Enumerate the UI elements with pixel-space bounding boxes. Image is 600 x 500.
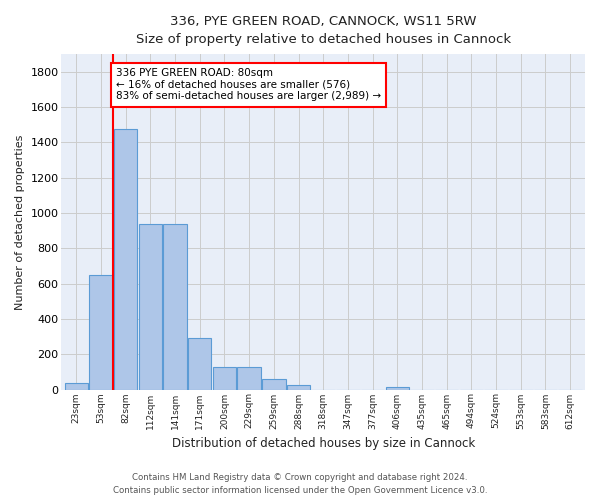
Bar [89, 275, 113, 390]
Y-axis label: Number of detached properties: Number of detached properties [15, 134, 25, 310]
Bar [65, 383, 88, 390]
Bar [287, 385, 310, 390]
Bar [139, 224, 162, 390]
Bar [262, 379, 286, 390]
Bar [213, 368, 236, 390]
Bar [188, 338, 211, 390]
Bar [386, 387, 409, 390]
Title: 336, PYE GREEN ROAD, CANNOCK, WS11 5RW
Size of property relative to detached hou: 336, PYE GREEN ROAD, CANNOCK, WS11 5RW S… [136, 15, 511, 46]
Bar [114, 129, 137, 390]
Text: 336 PYE GREEN ROAD: 80sqm
← 16% of detached houses are smaller (576)
83% of semi: 336 PYE GREEN ROAD: 80sqm ← 16% of detac… [116, 68, 381, 102]
Bar [238, 368, 261, 390]
Text: Contains HM Land Registry data © Crown copyright and database right 2024.
Contai: Contains HM Land Registry data © Crown c… [113, 474, 487, 495]
X-axis label: Distribution of detached houses by size in Cannock: Distribution of detached houses by size … [172, 437, 475, 450]
Bar [163, 224, 187, 390]
